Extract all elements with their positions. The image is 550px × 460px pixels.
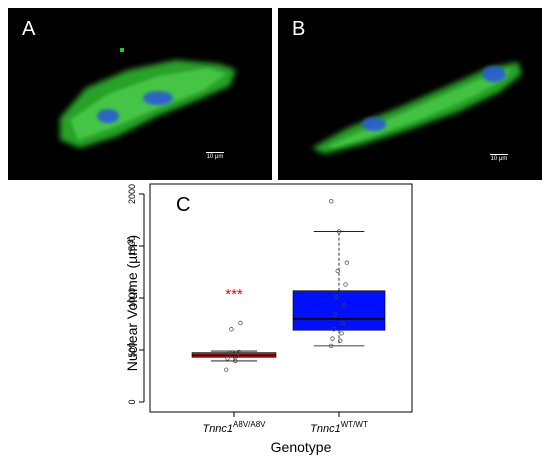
data-point [340, 320, 346, 326]
box-group-1: *** [191, 286, 277, 372]
y-axis: 0 500 1000 1500 2000 [127, 184, 145, 405]
scale-bar-label-b: 10 μm [490, 156, 508, 162]
scale-bar-a: 10 μm [206, 152, 224, 160]
genotype-superscript: A8V/A8V [233, 420, 266, 429]
data-point [338, 338, 343, 343]
gene-name: Tnnc1 [202, 423, 233, 435]
y-axis-label: Nuclear Volume (µm³) [124, 235, 140, 371]
box-iqr [292, 290, 386, 331]
data-point [329, 199, 334, 204]
data-point [342, 303, 347, 308]
data-point [336, 229, 342, 234]
scale-bar-label-a: 10 μm [206, 154, 224, 160]
cardiomyocyte-image-a [60, 48, 236, 148]
data-point [339, 331, 344, 336]
y-tick-label: 1500 [127, 236, 137, 256]
data-point [332, 312, 338, 317]
box-group-2 [292, 199, 386, 348]
y-tick-label: 0 [127, 399, 137, 404]
micrograph-panel-a: A 10 μm [8, 8, 272, 180]
data-point [331, 327, 336, 332]
genotype-superscript: WT/WT [341, 420, 368, 429]
data-point [224, 367, 229, 372]
data-point [329, 343, 334, 348]
data-point [229, 327, 234, 332]
cardiomyocyte-image-b [312, 62, 522, 154]
data-point [227, 350, 233, 356]
micrograph-panel-b: B 10 μm [278, 8, 542, 180]
panel-letter-c: C [176, 194, 190, 216]
data-point [343, 282, 348, 287]
panel-letter-b: B [292, 18, 306, 40]
x-tick-label: Tnnc1WT/WT [310, 420, 368, 435]
panel-letter-a: A [22, 18, 36, 40]
gene-name: Tnnc1 [310, 423, 341, 435]
x-axis-label: Genotype [271, 439, 332, 455]
x-tick-label: Tnnc1A8V/A8V [202, 420, 266, 435]
data-point [238, 320, 243, 326]
x-axis: Tnnc1A8V/A8V Tnnc1WT/WT [202, 411, 368, 435]
data-point [335, 268, 340, 274]
box-series: *** [191, 199, 386, 372]
significance-annotation: *** [225, 286, 243, 303]
data-point [237, 349, 242, 355]
scale-bar-b: 10 μm [490, 154, 508, 162]
data-point [233, 358, 238, 364]
data-point [334, 294, 339, 300]
data-point [344, 260, 349, 265]
y-tick-label: 500 [127, 342, 137, 357]
data-point [330, 336, 335, 341]
y-tick-label: 2000 [127, 184, 137, 204]
y-tick-label: 1000 [127, 288, 137, 308]
